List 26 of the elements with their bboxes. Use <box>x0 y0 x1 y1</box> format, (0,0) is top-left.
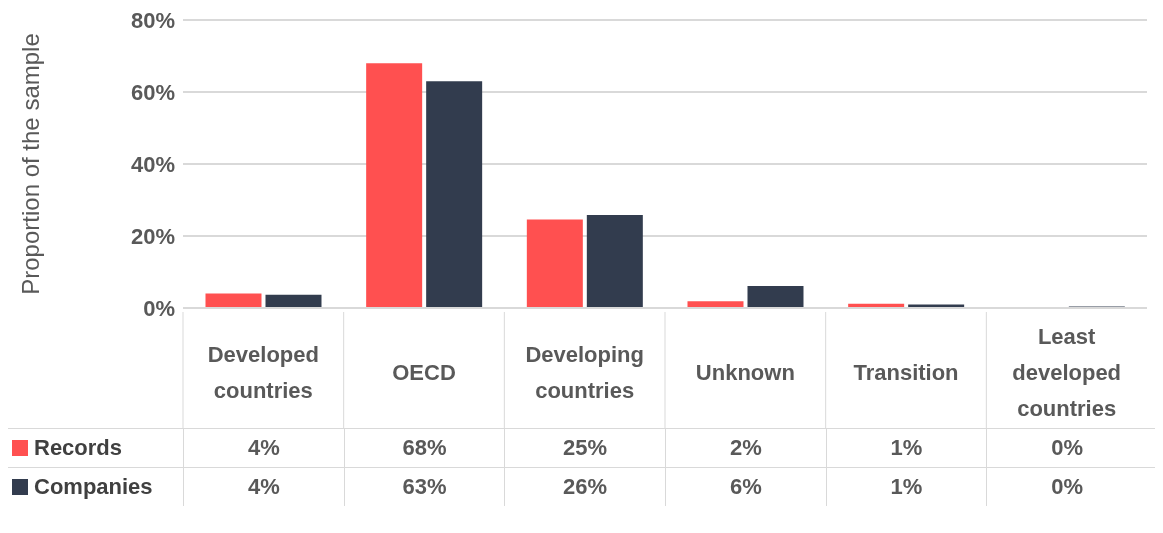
y-axis-title: Proportion of the sample <box>16 33 44 295</box>
data-label: 0% <box>986 468 1147 506</box>
x-tick-label: Least developed countries <box>1012 323 1122 421</box>
data-label: 68% <box>343 429 505 467</box>
y-tick-label: 20% <box>130 223 175 249</box>
data-label: 1% <box>825 468 987 506</box>
x-tick-label: Developed countries <box>207 341 319 403</box>
y-tick-label: 0% <box>143 295 175 321</box>
data-label: 6% <box>664 468 826 506</box>
x-tick-label: OECD <box>392 359 456 385</box>
legend-label: Records <box>34 435 123 461</box>
y-tick-label: 80% <box>130 7 175 33</box>
data-label: 25% <box>504 429 665 467</box>
data-label: 2% <box>664 429 826 467</box>
y-tick-label: 60% <box>130 79 175 105</box>
x-tick-label: Transition <box>853 359 959 385</box>
y-tick-label: 40% <box>130 151 175 177</box>
data-label: 0% <box>986 429 1147 467</box>
x-tick-label: Unknown <box>695 359 795 385</box>
legend-label: Companies <box>34 474 153 500</box>
data-label: 4% <box>183 468 344 506</box>
data-label: 63% <box>343 468 505 506</box>
data-label: 26% <box>504 468 665 506</box>
data-label: 1% <box>825 429 987 467</box>
x-tick-label: Developing countries <box>525 341 644 403</box>
data-label: 4% <box>183 429 344 467</box>
